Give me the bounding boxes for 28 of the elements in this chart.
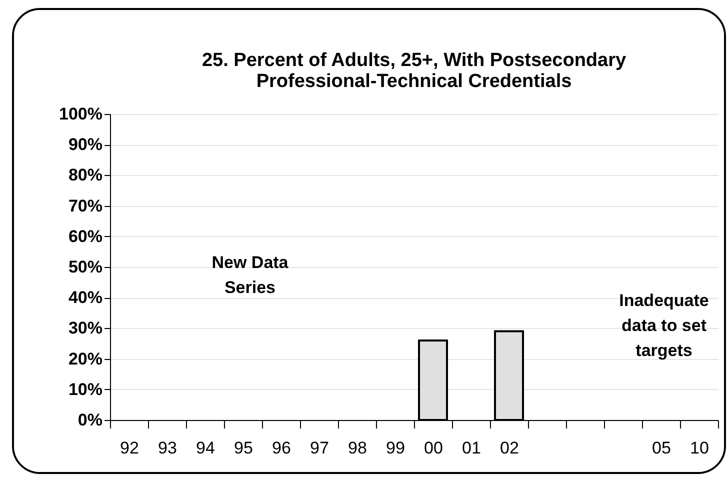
y-tick-label: 20% <box>68 349 102 368</box>
y-tick-label: 10% <box>68 380 102 399</box>
x-tick-label: 98 <box>348 438 367 458</box>
x-tick-label: 02 <box>500 438 519 458</box>
x-tick-label: 95 <box>234 438 253 458</box>
y-tick-label: 30% <box>68 318 102 338</box>
annotation: New Data Series <box>210 252 290 299</box>
text: Professional-Technical Credentials <box>256 71 572 92</box>
y-tick-label: 50% <box>68 258 102 276</box>
x-tick-label: 10 <box>690 438 709 458</box>
y-tick-label: 70% <box>68 196 102 216</box>
x-tick-label: 01 <box>462 438 481 458</box>
x-tick-label: 00 <box>424 438 443 458</box>
x-tick-label: 92 <box>120 438 139 458</box>
x-tick-label: 96 <box>272 438 291 458</box>
x-tick-label: 93 <box>158 438 177 458</box>
y-tick-label: 100% <box>59 104 102 124</box>
annotation: Inadequate data to set targets <box>618 290 710 362</box>
x-tick-label: 97 <box>310 438 329 458</box>
y-tick-label: 60% <box>68 226 102 246</box>
y-tick-label: 40% <box>68 288 102 308</box>
text: 25. Percent of Adults, 25+, With Postsecondary <box>202 50 626 71</box>
x-tick-label: 05 <box>652 438 671 458</box>
y-tick-label: 0% <box>78 410 102 430</box>
y-tick-label: 80% <box>68 166 102 185</box>
x-tick-label: 94 <box>196 438 215 458</box>
x-tick-label: 99 <box>386 438 405 458</box>
y-tick-label: 90% <box>68 135 102 154</box>
